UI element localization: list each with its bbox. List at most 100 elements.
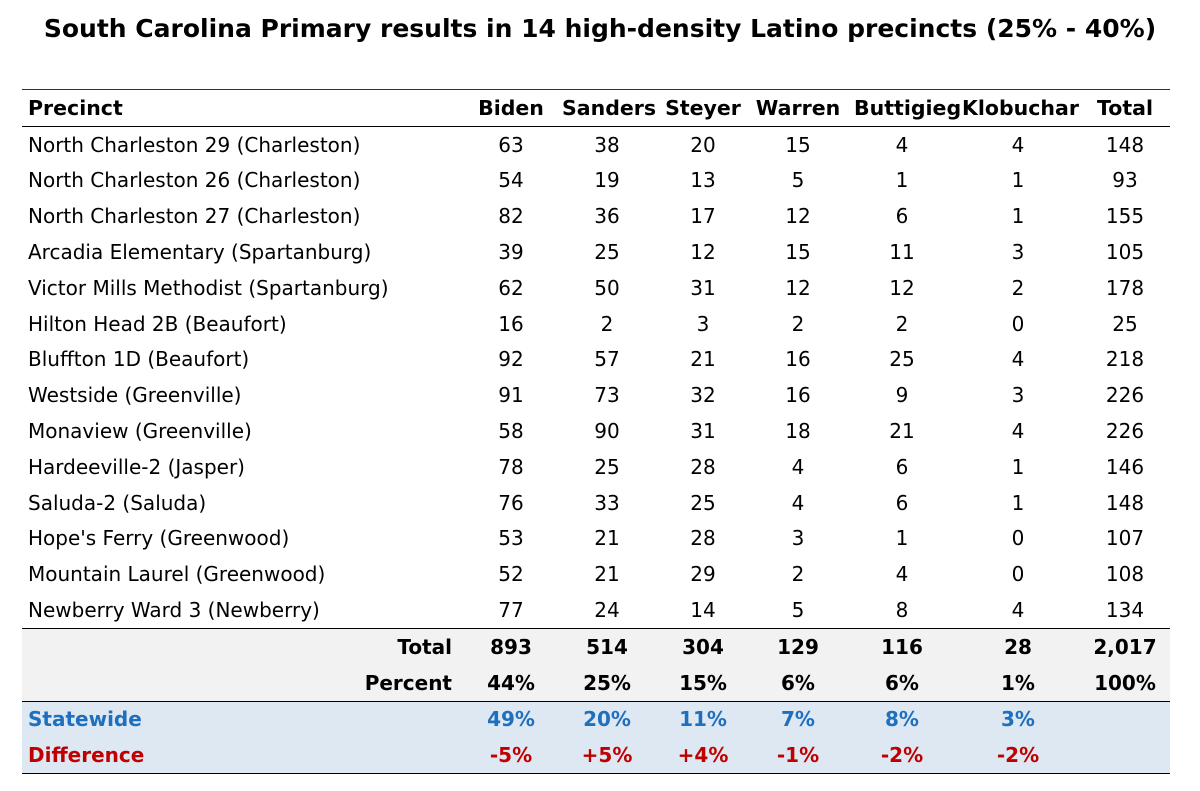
cell-buttigieg: 21 [889,419,915,444]
table-row: Victor Mills Methodist (Spartanburg) 62 50… [22,270,1170,306]
precinct-name: North Charleston 27 (Charleston) [28,204,361,229]
cell-sanders: 19 [594,168,620,193]
cell-buttigieg: 4 [895,562,909,587]
total-warren: 129 [748,627,848,665]
column-header-sanders: Sanders [556,89,658,127]
percent-klobuchar: 1% [956,664,1080,702]
cell-total: 134 [1105,598,1145,623]
cell-sanders: 50 [594,275,620,300]
table-row: Hilton Head 2B (Beaufort) 16 2 3 2 2 0 25 [22,306,1170,342]
statewide-buttigieg: 8% [848,700,956,738]
cell-biden: 53 [498,526,524,551]
column-header-biden: Biden [466,89,556,127]
difference-sanders: +5% [556,737,658,775]
cell-total: 146 [1105,454,1145,479]
statewide-biden: 49% [466,700,556,738]
cell-warren: 4 [791,454,805,479]
percent-label: Percent [22,664,466,702]
cell-warren: 2 [791,311,805,336]
cell-buttigieg: 8 [895,598,909,623]
table-row: Monaview (Greenville) 58 90 31 18 21 4 226 [22,413,1170,449]
precinct-name: Mountain Laurel (Greenwood) [28,562,326,587]
cell-sanders: 57 [594,347,620,372]
difference-label: Difference [22,737,466,775]
cell-klobuchar: 1 [1011,168,1025,193]
cell-warren: 4 [791,490,805,515]
precinct-name: Hardeeville-2 (Jasper) [28,454,245,479]
cell-steyer: 32 [690,383,716,408]
total-row: Total 893 514 304 129 116 28 2,017 [22,627,1170,665]
cell-biden: 77 [498,598,524,623]
total-sanders: 514 [556,627,658,665]
cell-steyer: 12 [690,240,716,265]
cell-klobuchar: 1 [1011,490,1025,515]
cell-total: 25 [1112,311,1138,336]
cell-sanders: 73 [594,383,620,408]
cell-total: 93 [1112,168,1138,193]
percent-warren: 6% [748,664,848,702]
cell-sanders: 2 [600,311,614,336]
cell-total: 105 [1105,240,1145,265]
cell-biden: 16 [498,311,524,336]
percent-steyer: 15% [658,664,748,702]
total-klobuchar: 28 [956,627,1080,665]
table-row: Newberry Ward 3 (Newberry) 77 24 14 5 8 4 134 [22,592,1170,628]
cell-biden: 92 [498,347,524,372]
column-header-steyer: Steyer [658,89,748,127]
cell-warren: 16 [785,347,811,372]
total-steyer: 304 [658,627,748,665]
cell-steyer: 21 [690,347,716,372]
precinct-name: Arcadia Elementary (Spartanburg) [28,240,372,265]
precinct-name: Hope's Ferry (Greenwood) [28,526,290,551]
cell-total: 226 [1105,419,1145,444]
cell-steyer: 20 [690,132,716,157]
percent-row: Percent 44% 25% 15% 6% 6% 1% 100% [22,664,1170,702]
total-total: 2,017 [1080,627,1170,665]
cell-klobuchar: 4 [1011,419,1025,444]
cell-biden: 39 [498,240,524,265]
table-row: Bluffton 1D (Beaufort) 92 57 21 16 25 4 218 [22,342,1170,378]
cell-buttigieg: 6 [895,454,909,479]
difference-steyer: +4% [658,737,748,775]
cell-steyer: 31 [690,275,716,300]
column-header-warren: Warren [748,89,848,127]
cell-sanders: 21 [594,526,620,551]
cell-buttigieg: 6 [895,490,909,515]
difference-klobuchar: -2% [956,737,1080,775]
cell-klobuchar: 2 [1011,275,1025,300]
column-header-klobuchar: Klobuchar [956,89,1080,127]
table-row: Arcadia Elementary (Spartanburg) 39 25 12 15… [22,234,1170,270]
precinct-name: North Charleston 26 (Charleston) [28,168,361,193]
table-row: Hardeeville-2 (Jasper) 78 25 28 4 6 1 146 [22,449,1170,485]
cell-steyer: 3 [696,311,710,336]
percent-sanders: 25% [556,664,658,702]
precinct-name: Victor Mills Methodist (Spartanburg) [28,275,389,300]
cell-biden: 76 [498,490,524,515]
table-row: Mountain Laurel (Greenwood) 52 21 29 2 4 0 108 [22,556,1170,592]
cell-buttigieg: 1 [895,168,909,193]
cell-klobuchar: 4 [1011,598,1025,623]
cell-steyer: 17 [690,204,716,229]
table-row: Saluda-2 (Saluda) 76 33 25 4 6 1 148 [22,485,1170,521]
total-buttigieg: 116 [848,627,956,665]
cell-buttigieg: 2 [895,311,909,336]
percent-biden: 44% [466,664,556,702]
precinct-name: Bluffton 1D (Beaufort) [28,347,250,372]
cell-steyer: 28 [690,526,716,551]
column-header-precinct: Precinct [22,89,466,127]
difference-total [1080,737,1170,775]
cell-warren: 15 [785,240,811,265]
cell-klobuchar: 0 [1011,562,1025,587]
statewide-total [1080,700,1170,738]
cell-biden: 54 [498,168,524,193]
statewide-warren: 7% [748,700,848,738]
cell-buttigieg: 25 [889,347,915,372]
cell-sanders: 36 [594,204,620,229]
cell-klobuchar: 4 [1011,347,1025,372]
cell-total: 108 [1105,562,1145,587]
cell-buttigieg: 4 [895,132,909,157]
cell-biden: 58 [498,419,524,444]
cell-klobuchar: 3 [1011,383,1025,408]
cell-warren: 12 [785,275,811,300]
table-row: North Charleston 26 (Charleston) 54 19 13 5 1… [22,163,1170,199]
